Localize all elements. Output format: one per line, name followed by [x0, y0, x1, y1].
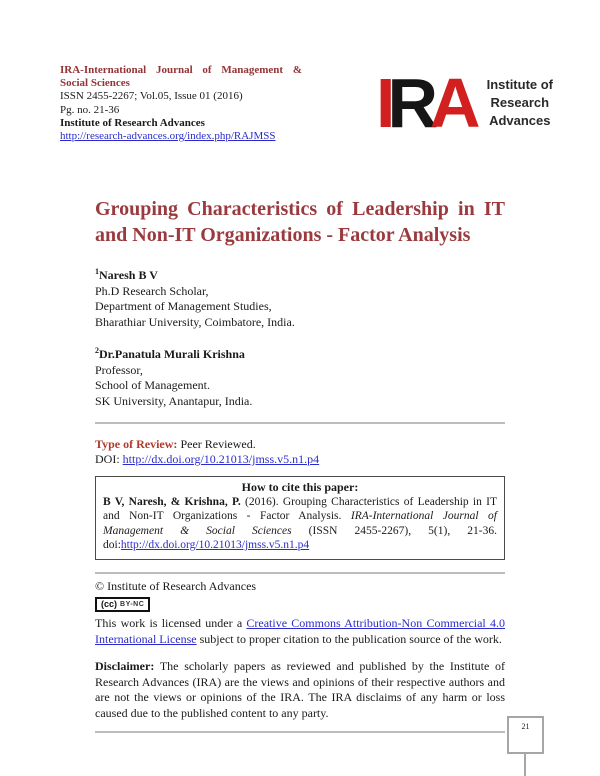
citation-box: How to cite this paper: B V, Naresh, & K…: [95, 476, 505, 560]
author-name: 1Naresh B V: [95, 267, 158, 282]
doi-line: DOI: http://dx.doi.org/10.21013/jmss.v5.…: [95, 452, 505, 467]
copyright-line: © Institute of Research Advances: [95, 578, 257, 593]
logo-letter-r: R: [387, 64, 437, 142]
logo-caption-line: Advances: [489, 113, 551, 128]
license-paragraph: This work is licensed under a Creative C…: [95, 616, 505, 647]
citation-heading: How to cite this paper:: [241, 480, 359, 494]
disclaimer-text: The scholarly papers as reviewed and pub…: [95, 659, 505, 720]
license-text: This work is licensed under a: [95, 616, 247, 630]
logo-caption-line: Institute of: [486, 77, 554, 92]
citation-authors: B V, Naresh, & Krishna, P.: [103, 495, 241, 508]
author-affiliation-line: Department of Management Studies,: [95, 299, 272, 313]
journal-title: IRA-International Journal of Management …: [60, 64, 302, 90]
journal-issn-line: ISSN 2455-2267; Vol.05, Issue 01 (2016): [60, 90, 243, 103]
author-affiliation-line: Bharathiar University, Coimbatore, India…: [95, 314, 295, 329]
main-content: Grouping Characteristics of Leadership i…: [95, 196, 505, 733]
author-block-2: 2Dr.Panatula Murali Krishna Professor, S…: [95, 343, 505, 409]
author-affiliation-line: Ph.D Research Scholar,: [95, 283, 209, 298]
review-type-line: Type of Review: Peer Reviewed.: [95, 437, 505, 452]
author-affiliation-line: Professor,: [95, 362, 143, 377]
journal-url-link[interactable]: http://research-advances.org/index.php/R…: [60, 130, 276, 143]
disclaimer-label: Disclaimer:: [95, 659, 155, 673]
authors-section: 1Naresh B V Ph.D Research Scholar, Depar…: [95, 264, 505, 409]
review-block: Type of Review: Peer Reviewed. DOI: http…: [95, 437, 505, 467]
author-block-1: 1Naresh B V Ph.D Research Scholar, Depar…: [95, 264, 505, 330]
author-superscript: 2: [95, 346, 99, 355]
license-text: subject to proper citation to the public…: [196, 631, 502, 646]
divider-above-copyright: [95, 571, 505, 574]
author-name: 2Dr.Panatula Murali Krishna: [95, 346, 245, 361]
logo-caption: Institute of Research Advances: [487, 76, 553, 130]
journal-publisher: Institute of Research Advances: [60, 116, 205, 129]
article-title: Grouping Characteristics of Leadership i…: [95, 198, 505, 246]
logo-caption-line: Research: [490, 95, 550, 110]
divider-above-review: [95, 422, 505, 424]
journal-header: IRA-International Journal of Management …: [60, 64, 315, 143]
page-number: 21: [521, 722, 530, 731]
author-affiliation-line: SK University, Anantapur, India.: [95, 393, 253, 408]
creative-commons-link[interactable]: Creative Commons Attribution-Non Commerc…: [95, 616, 505, 646]
citation-doi-link[interactable]: http://dx.doi.org/10.21013/jmss.v5.n1.p4: [120, 539, 310, 551]
doi-label: DOI:: [95, 452, 123, 466]
ira-logo: I R A Institute of Research Advances: [376, 68, 556, 138]
cc-by-nc-badge-icon[interactable]: (cc) BY-NC: [95, 596, 151, 612]
divider-bottom: [95, 731, 505, 733]
review-type-value: Peer Reviewed.: [177, 437, 256, 451]
ira-logo-letters-icon: I R A: [376, 64, 480, 142]
cc-glyph: (cc): [101, 599, 118, 609]
page-number-stem-line: [524, 754, 526, 776]
review-type-label: Type of Review:: [95, 437, 178, 451]
journal-pages-line: Pg. no. 21-36: [60, 103, 120, 116]
citation-text: (2016). Grouping Characteristics of Lead…: [103, 495, 497, 523]
citation-body: B V, Naresh, & Krishna, P. (2016). Group…: [103, 495, 497, 553]
cc-type-label: BY-NC: [120, 600, 145, 608]
logo-letter-i: I: [376, 64, 396, 142]
doi-link[interactable]: http://dx.doi.org/10.21013/jmss.v5.n1.p4: [122, 452, 320, 466]
author-superscript: 1: [95, 267, 99, 276]
author-affiliation-line: School of Management.: [95, 378, 210, 392]
citation-text: (ISSN 2455-2267), 5(1), 21-36. doi:: [103, 524, 497, 552]
citation-journal-name: IRA-International Journal of Management …: [103, 510, 497, 537]
page-number-box: 21: [507, 716, 544, 754]
logo-letter-a: A: [430, 64, 480, 142]
disclaimer-paragraph: Disclaimer: The scholarly papers as revi…: [95, 659, 505, 721]
